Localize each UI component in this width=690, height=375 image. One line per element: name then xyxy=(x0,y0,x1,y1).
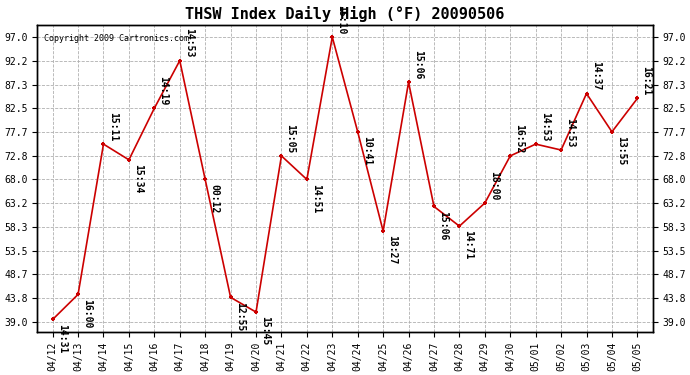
Point xyxy=(72,291,83,297)
Point xyxy=(327,34,338,40)
Point xyxy=(454,223,465,229)
Point xyxy=(124,157,135,163)
Text: 15:06: 15:06 xyxy=(413,50,423,80)
Text: 15:34: 15:34 xyxy=(133,164,143,194)
Text: 14:71: 14:71 xyxy=(464,230,473,260)
Point xyxy=(377,228,388,234)
Text: 15:06: 15:06 xyxy=(438,211,448,240)
Point xyxy=(276,153,287,159)
Text: 15:45: 15:45 xyxy=(260,316,270,346)
Point xyxy=(225,294,236,300)
Text: 16:52: 16:52 xyxy=(515,124,524,153)
Text: 14:53: 14:53 xyxy=(565,118,575,147)
Text: 16:21: 16:21 xyxy=(642,66,651,96)
Point xyxy=(530,141,541,147)
Point xyxy=(607,129,618,135)
Point xyxy=(175,58,186,64)
Title: THSW Index Daily High (°F) 20090506: THSW Index Daily High (°F) 20090506 xyxy=(186,6,504,22)
Point xyxy=(632,96,643,102)
Point xyxy=(199,177,210,183)
Point xyxy=(480,200,491,206)
Text: 15:11: 15:11 xyxy=(108,112,118,141)
Text: 14:51: 14:51 xyxy=(311,184,321,213)
Text: 14:53: 14:53 xyxy=(540,112,550,141)
Point xyxy=(149,105,160,111)
Point xyxy=(504,153,515,159)
Point xyxy=(581,90,592,96)
Text: 10:41: 10:41 xyxy=(362,136,372,165)
Text: 00:12: 00:12 xyxy=(209,184,219,213)
Point xyxy=(352,129,363,135)
Text: Copyright 2009 Cartronics.com: Copyright 2009 Cartronics.com xyxy=(43,34,188,43)
Text: 13:55: 13:55 xyxy=(616,136,626,165)
Point xyxy=(250,309,262,315)
Point xyxy=(555,147,566,153)
Text: 18:00: 18:00 xyxy=(489,171,499,200)
Text: 14:19: 14:19 xyxy=(159,76,168,105)
Point xyxy=(98,141,109,147)
Point xyxy=(428,204,440,210)
Text: 14:37: 14:37 xyxy=(591,62,601,91)
Text: 16:00: 16:00 xyxy=(82,298,92,328)
Text: 14:53: 14:53 xyxy=(184,28,194,58)
Text: 14:31: 14:31 xyxy=(57,324,67,353)
Text: 12:55: 12:55 xyxy=(235,302,245,331)
Point xyxy=(403,79,414,85)
Text: 15:10: 15:10 xyxy=(337,5,346,34)
Text: 15:05: 15:05 xyxy=(286,124,295,153)
Text: 18:27: 18:27 xyxy=(387,235,397,265)
Point xyxy=(47,316,58,322)
Point xyxy=(302,177,313,183)
